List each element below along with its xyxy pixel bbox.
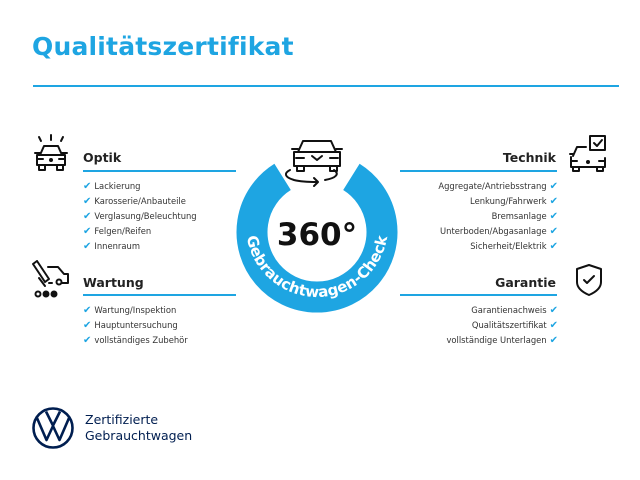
list-item: ✔ Innenraum: [83, 241, 140, 252]
technik-heading: Technik: [502, 150, 556, 165]
garantie-heading: Garantie: [495, 275, 556, 290]
wartung-divider: [83, 294, 236, 296]
list-item: Unterboden/Abgasanlage ✔: [440, 226, 558, 237]
check-icon: ✔: [83, 305, 92, 316]
wartung-list: ✔ Wartung/Inspektion ✔ Hauptuntersuchung ✔…: [83, 303, 188, 348]
optik-heading: Optik: [83, 150, 122, 165]
list-item: ✔ vollständiges Zubehör: [83, 335, 188, 346]
check-icon: ✔: [83, 320, 92, 331]
check-icon: ✔: [549, 335, 558, 346]
list-item: ✔ Verglasung/Beleuchtung: [83, 211, 197, 222]
garantie-list: Garantienachweis ✔ Qualitätszertifikat ✔ v…: [446, 303, 558, 348]
optik-list: ✔ Lackierung ✔ Karosserie/Anbauteile ✔ Verg…: [83, 179, 197, 254]
check-icon: ✔: [83, 211, 92, 222]
title-divider: [33, 85, 619, 87]
check-icon: ✔: [549, 226, 558, 237]
list-item: ✔ Wartung/Inspektion: [83, 305, 177, 316]
list-item: ✔ Karosserie/Anbauteile: [83, 196, 186, 207]
360-check-badge: Gebrauchtwagen-Check 360°: [236, 140, 398, 313]
list-item: ✔ Felgen/Reifen: [83, 226, 152, 237]
brand-line-1: Zertifizierte: [85, 412, 159, 427]
check-icon: ✔: [83, 335, 92, 346]
garantie-divider: [400, 294, 557, 296]
list-item: vollständige Unterlagen ✔: [446, 335, 558, 346]
car-lights-icon: [34, 134, 68, 171]
shield-check-icon: [576, 264, 602, 296]
optik-divider: [83, 170, 236, 172]
check-icon: ✔: [549, 181, 558, 192]
list-item: Lenkung/Fahrwerk ✔: [470, 196, 558, 207]
service-van-icon: [32, 260, 69, 298]
badge-ring: [236, 163, 398, 313]
page-title: Qualitätszertifikat: [32, 32, 294, 61]
check-icon: ✔: [83, 226, 92, 237]
vw-logo: [32, 407, 74, 449]
list-item: ✔ Hauptuntersuchung: [83, 320, 178, 331]
list-item: Sicherheit/Elektrik ✔: [470, 241, 558, 252]
check-icon: ✔: [83, 241, 92, 252]
car-checkbox-icon: [569, 135, 606, 172]
list-item: Qualitätszertifikat ✔: [471, 320, 558, 331]
big-360-text: 360°: [277, 217, 357, 253]
check-icon: ✔: [549, 320, 558, 331]
brand-line-2: Gebrauchtwagen: [85, 428, 193, 443]
list-item: ✔ Lackierung: [83, 181, 141, 192]
list-item: Garantienachweis ✔: [471, 305, 558, 316]
wartung-heading: Wartung: [83, 275, 144, 290]
list-item: Bremsanlage ✔: [491, 211, 558, 222]
check-icon: ✔: [549, 211, 558, 222]
brand-text: Zertifizierte Gebrauchtwagen: [85, 412, 192, 444]
check-icon: ✔: [549, 305, 558, 316]
check-icon: ✔: [83, 181, 92, 192]
rotating-car-icon: [284, 140, 343, 187]
check-icon: ✔: [83, 196, 92, 207]
list-item: Aggregate/Antriebsstrang ✔: [438, 181, 558, 192]
technik-list: Aggregate/Antriebsstrang ✔ Lenkung/Fahrwe…: [438, 179, 558, 254]
technik-divider: [400, 170, 557, 172]
check-icon: ✔: [549, 196, 558, 207]
check-icon: ✔: [549, 241, 558, 252]
